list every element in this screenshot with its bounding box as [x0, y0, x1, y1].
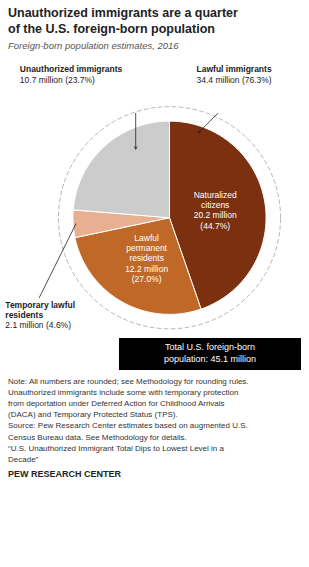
- html-text:Foreign-born population estima: Foreign-born population estimates, 2016: [8, 40, 179, 52]
- svg-text:Lawfulpermanentresidents12.2 m: Lawfulpermanentresidents12.2 million(27.…: [125, 233, 168, 284]
- html-text:Total U.S. foreign-born popula: Total U.S. foreign-born population: 45.1…: [164, 342, 256, 364]
- svg-text:Lawful immigrants: Lawful immigrants: [197, 65, 272, 75]
- svg-text:Temporary lawfulresidents: Temporary lawfulresidents: [5, 300, 75, 320]
- html-text:Note: All numbers are rounded;: Note: All numbers are rounded; see Metho…: [8, 376, 249, 464]
- html-text:PEW RESEARCH CENTER: PEW RESEARCH CENTER: [8, 469, 121, 480]
- svg-text:Unauthorized immigrants: Unauthorized immigrants: [20, 65, 123, 75]
- svg-text:10.7 million (23.7%): 10.7 million (23.7%): [20, 75, 95, 85]
- svg-text:34.4 million (76.3%): 34.4 million (76.3%): [197, 75, 272, 85]
- svg-text:2.1 million (4.6%): 2.1 million (4.6%): [5, 321, 71, 331]
- html-text:Unauthorized immigrants are a: Unauthorized immigrants are a quarter of…: [8, 6, 238, 36]
- svg-text:Naturalizedcitizens20.2 millio: Naturalizedcitizens20.2 million(44.7%): [194, 190, 237, 231]
